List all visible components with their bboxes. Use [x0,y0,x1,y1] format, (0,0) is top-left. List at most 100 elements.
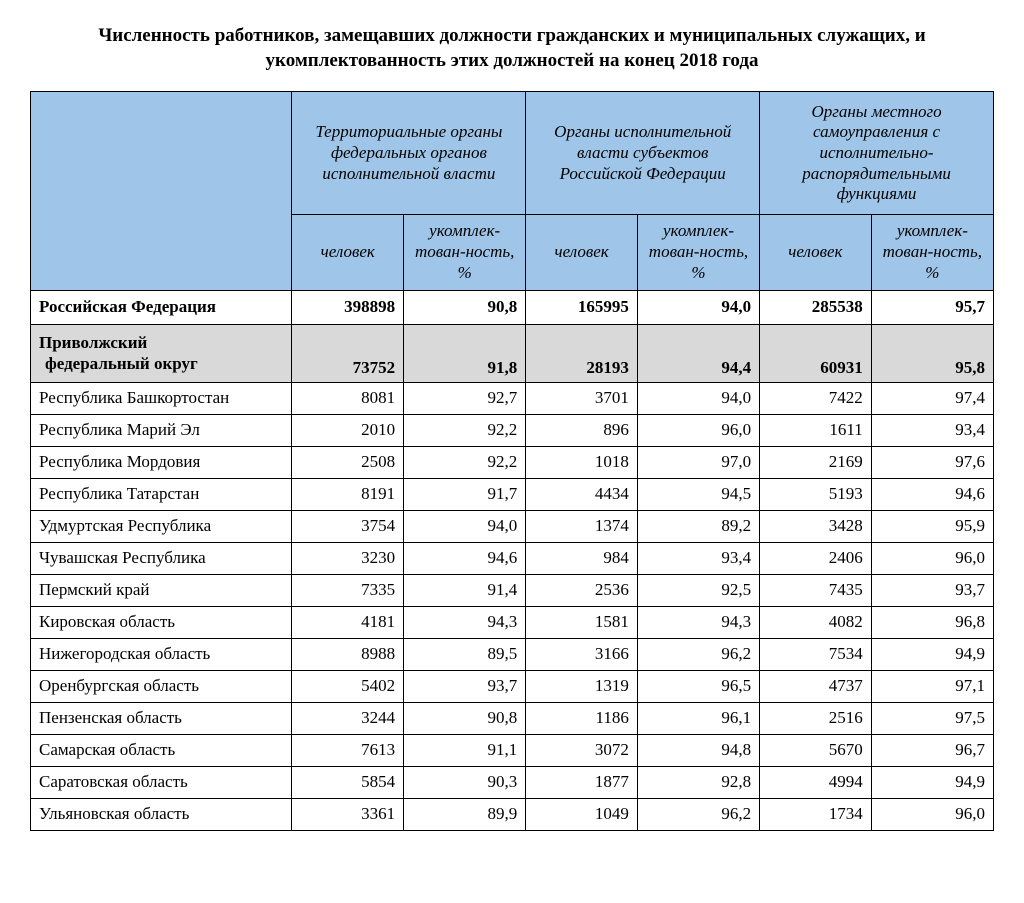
table-row: Пензенская область324490,8118696,1251697… [31,702,994,734]
row-value: 165995 [526,290,638,324]
row-value: 96,0 [871,798,993,830]
table-row: Удмуртская Республика375494,0137489,2342… [31,510,994,542]
row-value: 8191 [292,478,404,510]
header-group-2: Органы исполнительной власти субъектов Р… [526,92,760,215]
row-value: 2508 [292,446,404,478]
row-value: 93,7 [404,670,526,702]
header-sub-people-1: человек [292,215,404,290]
row-value: 5193 [760,478,872,510]
row-value: 4434 [526,478,638,510]
row-value: 94,3 [637,606,759,638]
row-value: 91,4 [404,574,526,606]
row-value: 92,2 [404,446,526,478]
row-value: 94,3 [404,606,526,638]
table-row: Республика Башкортостан808192,7370194,07… [31,382,994,414]
row-value: 94,0 [637,290,759,324]
header-group-3: Органы местного самоуправления с исполни… [760,92,994,215]
row-name: Чувашская Республика [31,542,292,574]
table-row: Ульяновская область336189,9104996,217349… [31,798,994,830]
header-sub-pct-3: укомплек-тован-ность, % [871,215,993,290]
row-name: Российская Федерация [31,290,292,324]
row-value: 60931 [760,324,872,382]
row-value: 2516 [760,702,872,734]
row-value: 93,7 [871,574,993,606]
row-value: 97,6 [871,446,993,478]
row-name: Пензенская область [31,702,292,734]
row-value: 92,5 [637,574,759,606]
row-value: 398898 [292,290,404,324]
row-value: 4737 [760,670,872,702]
row-value: 8988 [292,638,404,670]
row-value: 94,9 [871,766,993,798]
row-value: 7422 [760,382,872,414]
row-value: 7613 [292,734,404,766]
table-row: Республика Татарстан819191,7443494,55193… [31,478,994,510]
row-value: 94,9 [871,638,993,670]
row-value: 94,6 [871,478,993,510]
row-value: 96,1 [637,702,759,734]
table-row: Чувашская Республика323094,698493,424069… [31,542,994,574]
row-value: 96,2 [637,798,759,830]
row-value: 97,5 [871,702,993,734]
row-value: 2010 [292,414,404,446]
row-value: 1186 [526,702,638,734]
row-value: 4082 [760,606,872,638]
row-value: 285538 [760,290,872,324]
row-value: 3361 [292,798,404,830]
row-value: 97,0 [637,446,759,478]
row-value: 94,0 [404,510,526,542]
row-name: Самарская область [31,734,292,766]
row-value: 3244 [292,702,404,734]
row-value: 3072 [526,734,638,766]
row-value: 93,4 [871,414,993,446]
table-row: Нижегородская область898889,5316696,2753… [31,638,994,670]
table-row: Пермский край733591,4253692,5743593,7 [31,574,994,606]
table-row: Кировская область418194,3158194,3408296,… [31,606,994,638]
row-value: 91,1 [404,734,526,766]
row-value: 1018 [526,446,638,478]
staffing-table: Территориальные органы федеральных орган… [30,91,994,830]
row-name: Республика Мордовия [31,446,292,478]
row-value: 94,0 [637,382,759,414]
row-value: 5402 [292,670,404,702]
row-name: Оренбургская область [31,670,292,702]
row-value: 89,5 [404,638,526,670]
row-value: 4994 [760,766,872,798]
header-empty [31,92,292,290]
row-value: 3166 [526,638,638,670]
row-value: 2406 [760,542,872,574]
row-name: Пермский край [31,574,292,606]
row-value: 1319 [526,670,638,702]
header-group-1: Территориальные органы федеральных орган… [292,92,526,215]
row-name: Удмуртская Республика [31,510,292,542]
row-value: 91,8 [404,324,526,382]
header-sub-pct-2: укомплек-тован-ность, % [637,215,759,290]
row-value: 96,2 [637,638,759,670]
row-value: 4181 [292,606,404,638]
table-body: Российская Федерация39889890,816599594,0… [31,290,994,830]
row-name: Нижегородская область [31,638,292,670]
row-value: 3754 [292,510,404,542]
row-name: Ульяновская область [31,798,292,830]
row-value: 95,7 [871,290,993,324]
row-value: 73752 [292,324,404,382]
row-value: 7435 [760,574,872,606]
row-value: 8081 [292,382,404,414]
row-value: 96,0 [637,414,759,446]
row-value: 89,9 [404,798,526,830]
row-value: 984 [526,542,638,574]
row-value: 92,7 [404,382,526,414]
row-name: Кировская область [31,606,292,638]
row-value: 95,8 [871,324,993,382]
table-row: Саратовская область585490,3187792,849949… [31,766,994,798]
header-sub-people-3: человек [760,215,872,290]
table-row: Приволжский федеральный округ7375291,828… [31,324,994,382]
table-row: Самарская область761391,1307294,8567096,… [31,734,994,766]
row-name: Республика Марий Эл [31,414,292,446]
row-value: 92,8 [637,766,759,798]
row-value: 91,7 [404,478,526,510]
row-value: 93,4 [637,542,759,574]
row-value: 90,8 [404,290,526,324]
row-value: 97,1 [871,670,993,702]
table-row: Республика Марий Эл201092,289696,0161193… [31,414,994,446]
